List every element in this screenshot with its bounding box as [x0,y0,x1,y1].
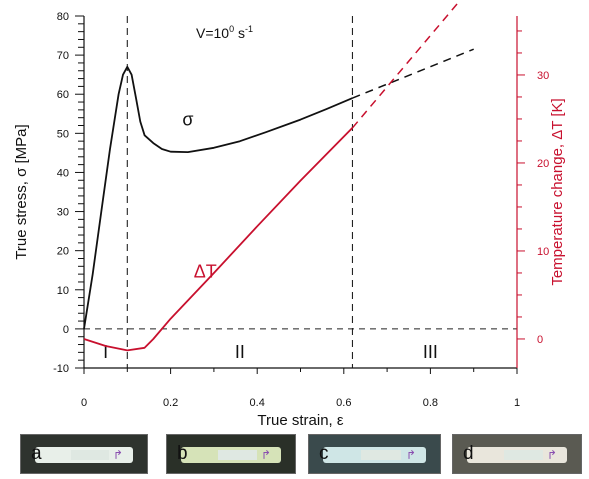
specimen-neck [71,450,110,460]
y-left-tick-label: 40 [57,167,69,179]
region-label-I: I [103,342,108,362]
photo-label: b [177,443,188,464]
y-left-tick-label: 70 [57,50,69,62]
x-tick-label: 1 [514,397,520,409]
y-left-tick-label: 0 [63,324,69,336]
specimen-photo-c: c ↱ [308,434,441,474]
specimen-neck [218,450,257,460]
y-left-tick-label: -10 [53,363,69,375]
specimen-mark: ↱ [546,448,557,462]
photo-label: d [463,443,474,464]
specimen-mark: ↱ [405,448,416,462]
specimen-neck [504,450,543,460]
y-left-axis-title: True stress, σ [MPa] [13,124,30,259]
x-tick-label: 0 [81,397,87,409]
series-label-1: σ [182,110,193,130]
x-axis-title: True strain, ε [257,412,343,429]
series-line-2 [83,127,354,352]
region-label-II: II [235,342,245,362]
specimen-neck [361,450,401,460]
y-left-tick-label: 20 [57,246,69,258]
y-left-tick-label: 30 [57,207,69,219]
y-right-axis-title: Temperature change, ΔT [K] [549,98,566,285]
photo-label: a [31,443,42,464]
series-line-1 [83,65,353,330]
specimen-photo-a: a ↱ [20,434,148,474]
x-tick-label: 0.4 [250,397,265,409]
photo-label: c [319,443,329,464]
y-right-tick-label: 20 [537,158,549,170]
y-left-tick-label: 60 [57,89,69,101]
x-tick-label: 0.6 [336,397,351,409]
y-left-tick-label: 50 [57,128,69,140]
x-tick-label: 0.2 [163,397,178,409]
specimen-photo-b: b ↱ [166,434,296,474]
specimen-mark: ↱ [112,448,123,462]
y-left-tick-label: 10 [57,285,69,297]
y-right-tick-label: 0 [537,334,543,346]
series-label-2: ΔT [194,261,217,281]
series-extrapolation-1 [352,48,474,99]
y-left-tick-label: 80 [57,11,69,23]
series-extrapolation-2 [351,0,462,129]
specimen-photo-d: d ↱ [452,434,582,474]
chart-canvas: -10 0 10 20 30 40 50 60 70 80 0 10 20 30 0 0.2 0.4 0.6 0.8… [13,0,566,429]
chart: -10 0 10 20 30 40 50 60 70 80 0 10 20 30 0 0.2 0.4 0.6 0.8… [13,0,566,429]
x-tick-label: 0.8 [423,397,438,409]
specimen-mark: ↱ [260,448,271,462]
specimen-photos: a ↱ b ↱ c ↱ d ↱ [0,430,589,479]
strain-rate-annotation: V=100 s-1 [196,24,253,41]
y-right-tick-label: 30 [537,70,549,82]
region-label-III: III [423,342,438,362]
y-right-tick-label: 10 [537,246,549,258]
